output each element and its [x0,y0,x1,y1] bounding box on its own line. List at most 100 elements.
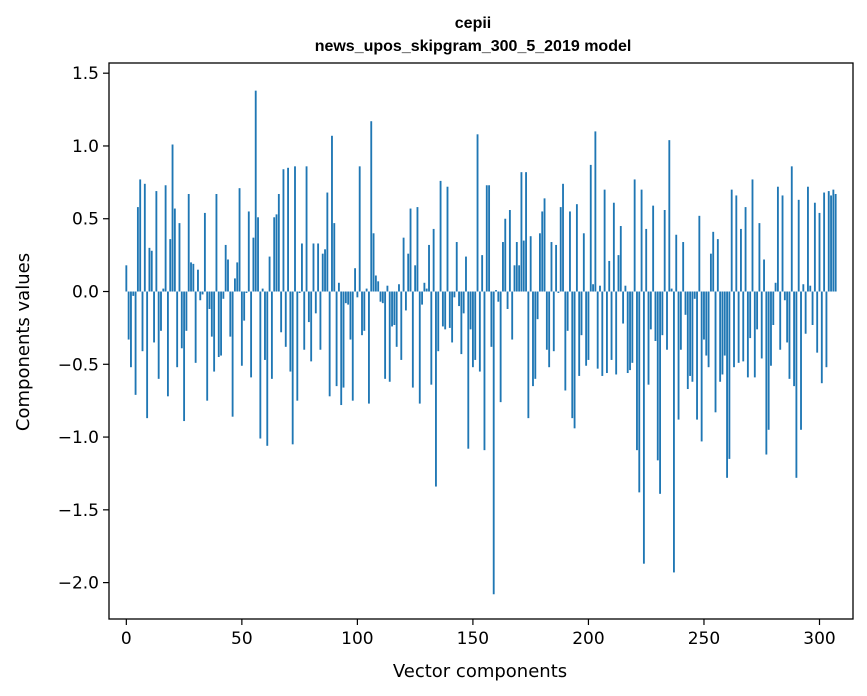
bar-15 [160,291,162,331]
bar-229 [654,291,657,341]
bar-21 [173,208,176,292]
bar-283 [779,291,782,350]
bar-249 [700,291,703,442]
bar-207 [603,189,606,292]
bar-80 [310,291,313,362]
bar-212 [615,291,618,375]
bar-110 [379,291,382,302]
bar-86 [324,249,326,292]
bar-71 [289,291,292,372]
bar-181 [543,198,546,292]
bar-121 [404,291,407,311]
bar-279 [770,291,772,366]
bar-278 [767,291,770,430]
x-tick-label-200: 200 [572,629,604,649]
bar-46 [231,291,234,417]
bar-271 [751,179,754,292]
bar-66 [277,193,280,292]
bar-70 [287,167,289,292]
bar-93 [340,291,343,406]
bar-288 [790,166,793,292]
bar-38 [213,291,216,372]
x-axis-ticks: 0 50 100 150 200 250 300 [121,619,836,649]
bar-275 [760,291,763,359]
bar-281 [774,282,777,292]
bar-160 [495,290,497,292]
bar-175 [529,236,532,292]
bar-254 [712,231,715,292]
bar-214 [619,226,622,292]
bar-138 [444,291,447,330]
bar-306 [832,189,835,292]
bar-250 [703,291,705,340]
bar-195 [575,204,578,292]
bar-194 [573,291,576,429]
x-tick-label-50: 50 [231,629,253,649]
bar-56 [254,90,257,292]
bar-196 [578,291,581,376]
bar-4 [134,291,137,395]
bar-155 [483,291,486,451]
bar-69 [284,291,287,347]
bar-0 [125,265,128,292]
chart-subtitle: news_upos_skipgram_300_5_2019 model [315,38,632,55]
bar-266 [740,228,742,292]
bar-240 [679,291,682,350]
bar-32 [199,291,202,301]
bar-106 [370,121,373,292]
bar-134 [435,291,437,487]
bar-3 [132,291,135,296]
bar-201 [589,164,592,292]
bar-272 [753,291,756,378]
bar-115 [391,291,393,327]
bar-65 [275,214,278,292]
bar-301 [820,291,823,384]
bar-246 [693,291,696,299]
bar-273 [756,291,759,330]
bar-26 [185,291,188,331]
bar-244 [689,291,692,376]
bar-161 [497,291,500,302]
bar-222 [638,291,641,493]
bar-215 [622,291,625,324]
bar-19 [169,239,172,292]
bar-76 [301,243,303,292]
bar-49 [238,188,241,292]
bar-94 [342,291,345,388]
bar-1 [127,291,130,340]
bar-304 [827,191,830,292]
bar-199 [585,291,588,366]
bar-118 [398,284,400,292]
bar-63 [270,291,273,379]
bar-83 [317,243,320,292]
bar-230 [656,291,659,461]
bar-255 [714,291,717,413]
bar-111 [381,291,384,304]
bar-130 [425,288,428,292]
bar-125 [414,265,417,292]
bar-13 [155,191,158,292]
bar-178 [536,291,539,320]
bar-264 [735,195,738,292]
bar-172 [522,240,525,292]
bar-27 [187,193,190,292]
bar-257 [719,291,722,382]
bar-268 [744,207,747,292]
bar-228 [652,205,655,292]
bar-90 [333,223,336,292]
bar-242 [684,291,687,315]
bar-192 [569,211,571,292]
bar-164 [504,218,507,292]
bar-213 [617,255,620,292]
bar-302 [823,192,826,292]
y-tick-label-4: 0.0 [72,283,99,303]
bar-127 [418,291,421,404]
bar-104 [365,288,368,292]
bar-256 [716,239,719,292]
bar-216 [624,285,627,292]
bar-146 [462,291,465,314]
bar-206 [601,291,604,376]
bar-150 [471,291,474,368]
bar-193 [571,291,574,419]
bar-154 [481,255,484,292]
